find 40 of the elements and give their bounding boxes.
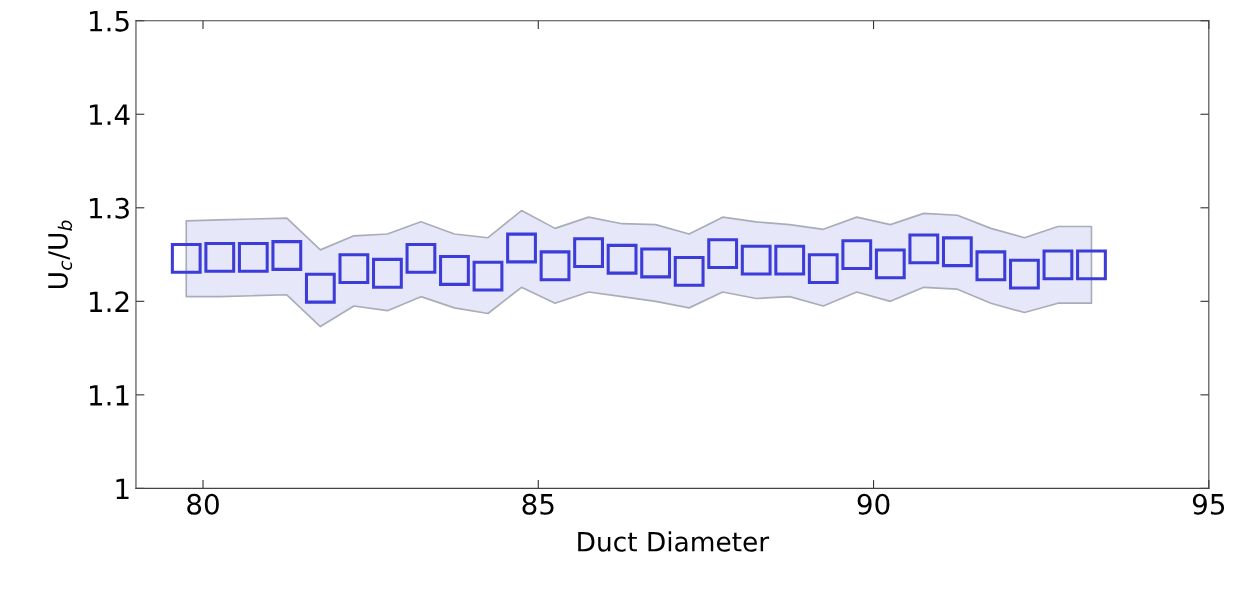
point xyxy=(170,242,202,274)
y-tick-label: 1 xyxy=(116,478,129,499)
y-axis-title: U$_{c}$/U$_{b}$ xyxy=(48,220,73,289)
y-tick-label: 1.3 xyxy=(89,197,129,219)
point xyxy=(204,241,236,273)
point xyxy=(539,250,571,282)
point xyxy=(941,236,973,268)
point xyxy=(841,239,873,270)
point xyxy=(673,255,705,287)
point xyxy=(707,238,739,270)
point xyxy=(271,240,303,271)
point xyxy=(237,241,269,273)
point xyxy=(371,257,403,289)
point xyxy=(439,255,470,286)
x-axis-title: Duct Diameter xyxy=(578,531,770,552)
y-tick-label: 1.4 xyxy=(89,104,130,125)
point xyxy=(908,233,940,265)
point xyxy=(405,242,437,274)
x-tick-label: 90 xyxy=(857,493,890,515)
point xyxy=(975,250,1007,282)
point xyxy=(573,237,604,269)
point xyxy=(874,248,906,280)
point xyxy=(338,253,370,285)
y-tick-label: 1.2 xyxy=(89,291,129,312)
point xyxy=(640,247,672,279)
x-tick-label: 80 xyxy=(187,493,219,515)
point xyxy=(1008,258,1040,290)
point xyxy=(807,253,839,285)
point xyxy=(1042,249,1074,281)
x-tick-label: 95 xyxy=(1192,493,1225,515)
point xyxy=(774,244,806,276)
x-tick-label: 85 xyxy=(522,493,554,515)
point xyxy=(506,232,537,264)
point xyxy=(472,260,504,292)
point xyxy=(1076,249,1107,281)
point xyxy=(606,243,638,275)
y-tick-label: 1.5 xyxy=(89,11,129,32)
y-tick-label: 1.1 xyxy=(89,385,129,406)
point xyxy=(740,244,772,276)
point xyxy=(304,272,336,304)
